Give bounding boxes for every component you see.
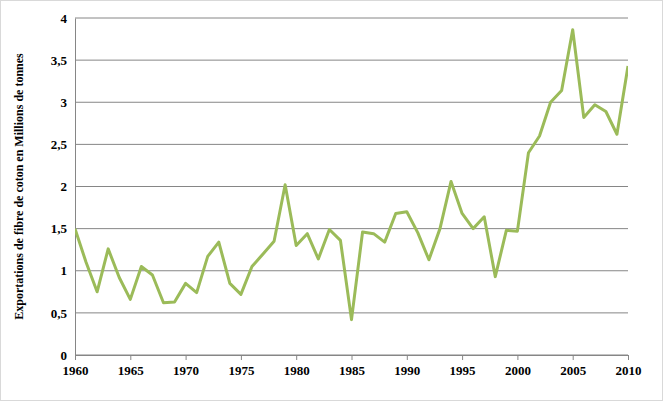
x-tick: 1985 bbox=[339, 355, 366, 378]
x-tick-label: 1980 bbox=[284, 363, 310, 378]
plot: 0 0,5 1 1,5 2 2,5 3 3,5 4 1960 1965 1970 1975 1980 198… bbox=[51, 11, 642, 379]
y-tick-label: 0,5 bbox=[51, 306, 68, 321]
data-line bbox=[75, 30, 628, 320]
x-tick-mark bbox=[130, 355, 131, 360]
x-tick-label: 1975 bbox=[228, 363, 255, 378]
grid-line bbox=[75, 60, 628, 61]
y-tick-label: 2,5 bbox=[51, 137, 68, 152]
x-axis: 1960 1965 1970 1975 1980 1985 1990 1995 2000 2005… bbox=[63, 355, 642, 378]
y-tick-label: 3,5 bbox=[51, 53, 68, 68]
y-tick-label: 1,5 bbox=[51, 221, 68, 236]
x-tick: 1975 bbox=[228, 355, 255, 378]
x-tick: 1970 bbox=[173, 355, 199, 378]
y-axis: 0 0,5 1 1,5 2 2,5 3 3,5 4 bbox=[51, 11, 76, 363]
y-tick: 3,5 bbox=[51, 53, 75, 68]
y-tick-label: 4 bbox=[61, 11, 68, 26]
x-tick-label: 1965 bbox=[118, 363, 145, 378]
y-axis-title: Exportations de fibre de coton en Millio… bbox=[12, 53, 26, 320]
x-tick: 1980 bbox=[284, 355, 310, 378]
x-tick-mark bbox=[462, 355, 463, 360]
x-tick-mark bbox=[296, 355, 297, 360]
y-tick: 3 bbox=[61, 95, 76, 110]
y-tick: 2,5 bbox=[51, 137, 75, 152]
x-tick: 2000 bbox=[505, 355, 531, 378]
chart: 0 0,5 1 1,5 2 2,5 3 3,5 4 1960 1965 1970 1975 1980 198… bbox=[0, 0, 663, 401]
x-tick: 1990 bbox=[394, 355, 420, 378]
grid-line bbox=[75, 186, 628, 187]
x-tick: 2005 bbox=[560, 355, 587, 378]
x-tick: 2010 bbox=[616, 355, 642, 378]
x-tick-label: 2000 bbox=[505, 363, 531, 378]
y-tick: 4 bbox=[61, 11, 76, 26]
y-tick: 2 bbox=[61, 179, 76, 194]
y-axis-line bbox=[75, 19, 76, 356]
x-tick-label: 1990 bbox=[394, 363, 420, 378]
x-tick: 1960 bbox=[63, 355, 89, 378]
x-tick-mark bbox=[352, 355, 353, 360]
y-tick-label: 0 bbox=[61, 348, 68, 363]
y-tick: 0 bbox=[61, 348, 76, 363]
grid-line bbox=[75, 144, 628, 145]
series bbox=[75, 30, 628, 320]
y-tick: 1,5 bbox=[51, 221, 75, 236]
x-tick-mark bbox=[517, 355, 518, 360]
y-tick: 0,5 bbox=[51, 306, 75, 321]
x-tick-mark bbox=[75, 355, 76, 360]
y-tick-label: 2 bbox=[61, 179, 68, 194]
grid bbox=[75, 18, 628, 355]
x-tick: 1995 bbox=[450, 355, 477, 378]
x-tick-mark bbox=[573, 355, 574, 360]
x-tick-label: 1970 bbox=[173, 363, 199, 378]
x-tick: 1965 bbox=[118, 355, 145, 378]
grid-line bbox=[75, 18, 628, 19]
x-axis-line bbox=[76, 356, 629, 361]
x-tick-label: 2005 bbox=[560, 363, 587, 378]
x-tick-label: 2010 bbox=[616, 363, 642, 378]
chart-frame bbox=[1, 1, 663, 401]
x-tick-mark bbox=[628, 355, 629, 360]
y-tick-label: 1 bbox=[61, 263, 68, 278]
y-tick: 1 bbox=[61, 263, 76, 278]
y-tick-label: 3 bbox=[61, 95, 68, 110]
x-tick-mark bbox=[407, 355, 408, 360]
x-tick-label: 1995 bbox=[450, 363, 477, 378]
x-tick-label: 1960 bbox=[63, 363, 89, 378]
grid-line bbox=[75, 270, 628, 271]
grid-line bbox=[75, 228, 628, 229]
x-tick-mark bbox=[186, 355, 187, 360]
x-tick-label: 1985 bbox=[339, 363, 366, 378]
grid-line bbox=[75, 102, 628, 103]
x-tick-mark bbox=[241, 355, 242, 360]
